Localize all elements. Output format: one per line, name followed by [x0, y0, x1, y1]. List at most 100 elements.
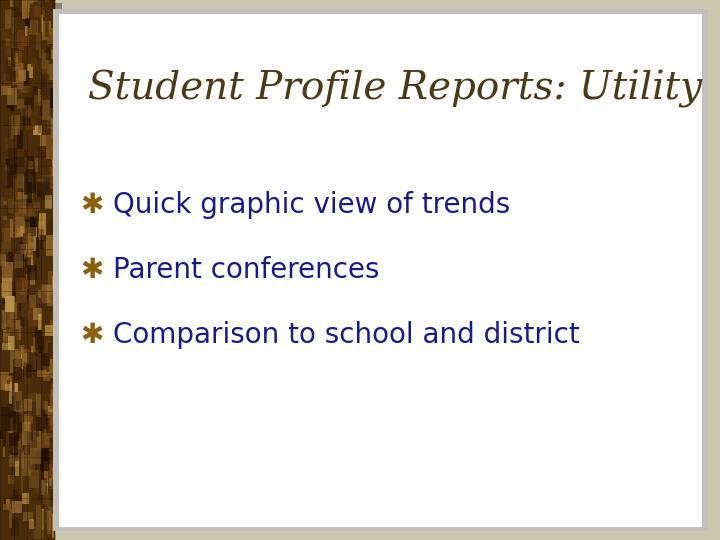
- FancyBboxPatch shape: [17, 99, 24, 109]
- FancyBboxPatch shape: [17, 80, 23, 89]
- FancyBboxPatch shape: [2, 262, 13, 280]
- FancyBboxPatch shape: [24, 361, 33, 384]
- FancyBboxPatch shape: [15, 217, 24, 238]
- FancyBboxPatch shape: [1, 338, 9, 359]
- FancyBboxPatch shape: [14, 179, 18, 203]
- FancyBboxPatch shape: [3, 205, 9, 216]
- FancyBboxPatch shape: [49, 507, 59, 530]
- FancyBboxPatch shape: [36, 505, 42, 528]
- FancyBboxPatch shape: [40, 102, 43, 117]
- FancyBboxPatch shape: [17, 414, 21, 438]
- FancyBboxPatch shape: [13, 212, 20, 233]
- Text: Parent conferences: Parent conferences: [113, 256, 379, 284]
- FancyBboxPatch shape: [49, 458, 56, 478]
- FancyBboxPatch shape: [50, 320, 58, 336]
- FancyBboxPatch shape: [35, 342, 38, 357]
- FancyBboxPatch shape: [14, 254, 23, 268]
- FancyBboxPatch shape: [30, 0, 32, 4]
- FancyBboxPatch shape: [27, 242, 33, 266]
- FancyBboxPatch shape: [46, 418, 50, 436]
- FancyBboxPatch shape: [37, 289, 42, 298]
- FancyBboxPatch shape: [9, 187, 12, 210]
- FancyBboxPatch shape: [3, 0, 9, 11]
- FancyBboxPatch shape: [13, 124, 17, 135]
- FancyBboxPatch shape: [16, 401, 21, 410]
- FancyBboxPatch shape: [1, 310, 6, 329]
- FancyBboxPatch shape: [26, 227, 37, 251]
- FancyBboxPatch shape: [41, 53, 44, 73]
- FancyBboxPatch shape: [23, 176, 33, 199]
- FancyBboxPatch shape: [30, 346, 38, 353]
- FancyBboxPatch shape: [0, 254, 6, 266]
- FancyBboxPatch shape: [3, 429, 6, 446]
- FancyBboxPatch shape: [3, 201, 7, 220]
- FancyBboxPatch shape: [29, 115, 35, 130]
- FancyBboxPatch shape: [26, 460, 32, 468]
- FancyBboxPatch shape: [29, 470, 39, 488]
- FancyBboxPatch shape: [40, 49, 44, 58]
- FancyBboxPatch shape: [5, 114, 9, 138]
- FancyBboxPatch shape: [2, 263, 5, 273]
- FancyBboxPatch shape: [14, 0, 22, 17]
- FancyBboxPatch shape: [31, 453, 35, 472]
- FancyBboxPatch shape: [1, 86, 11, 94]
- FancyBboxPatch shape: [7, 174, 13, 188]
- FancyBboxPatch shape: [35, 158, 38, 172]
- FancyBboxPatch shape: [22, 303, 26, 320]
- FancyBboxPatch shape: [30, 441, 41, 464]
- FancyBboxPatch shape: [43, 367, 50, 381]
- FancyBboxPatch shape: [41, 15, 43, 32]
- FancyBboxPatch shape: [50, 88, 58, 109]
- FancyBboxPatch shape: [25, 207, 30, 215]
- FancyBboxPatch shape: [10, 495, 21, 509]
- FancyBboxPatch shape: [40, 353, 49, 373]
- FancyBboxPatch shape: [1, 407, 10, 431]
- FancyBboxPatch shape: [28, 110, 32, 120]
- FancyBboxPatch shape: [26, 268, 28, 289]
- FancyBboxPatch shape: [0, 0, 55, 540]
- FancyBboxPatch shape: [34, 487, 40, 495]
- FancyBboxPatch shape: [50, 167, 53, 190]
- FancyBboxPatch shape: [20, 244, 31, 254]
- FancyBboxPatch shape: [6, 32, 15, 53]
- FancyBboxPatch shape: [1, 232, 9, 241]
- FancyBboxPatch shape: [3, 330, 9, 339]
- FancyBboxPatch shape: [38, 314, 42, 330]
- FancyBboxPatch shape: [50, 389, 53, 409]
- FancyBboxPatch shape: [53, 9, 708, 531]
- FancyBboxPatch shape: [6, 380, 10, 392]
- FancyBboxPatch shape: [1, 430, 3, 438]
- FancyBboxPatch shape: [3, 330, 10, 342]
- FancyBboxPatch shape: [9, 382, 12, 403]
- FancyBboxPatch shape: [19, 70, 26, 80]
- Text: Quick graphic view of trends: Quick graphic view of trends: [113, 191, 510, 219]
- FancyBboxPatch shape: [18, 192, 25, 213]
- FancyBboxPatch shape: [19, 345, 24, 363]
- FancyBboxPatch shape: [1, 107, 11, 125]
- FancyBboxPatch shape: [6, 403, 10, 410]
- FancyBboxPatch shape: [8, 158, 11, 170]
- FancyBboxPatch shape: [24, 218, 34, 235]
- FancyBboxPatch shape: [14, 51, 22, 73]
- FancyBboxPatch shape: [39, 409, 47, 431]
- FancyBboxPatch shape: [6, 498, 16, 508]
- FancyBboxPatch shape: [9, 455, 19, 468]
- FancyBboxPatch shape: [36, 33, 41, 50]
- FancyBboxPatch shape: [52, 467, 58, 489]
- FancyBboxPatch shape: [23, 118, 31, 125]
- FancyBboxPatch shape: [49, 64, 54, 80]
- FancyBboxPatch shape: [30, 273, 35, 285]
- FancyBboxPatch shape: [2, 228, 13, 252]
- FancyBboxPatch shape: [13, 431, 23, 453]
- FancyBboxPatch shape: [27, 431, 37, 448]
- FancyBboxPatch shape: [13, 359, 22, 381]
- FancyBboxPatch shape: [45, 486, 54, 498]
- FancyBboxPatch shape: [46, 47, 50, 60]
- FancyBboxPatch shape: [16, 53, 18, 69]
- FancyBboxPatch shape: [13, 68, 20, 85]
- FancyBboxPatch shape: [17, 228, 24, 236]
- FancyBboxPatch shape: [52, 3, 62, 11]
- FancyBboxPatch shape: [29, 519, 34, 529]
- FancyBboxPatch shape: [37, 370, 47, 377]
- FancyBboxPatch shape: [5, 296, 15, 312]
